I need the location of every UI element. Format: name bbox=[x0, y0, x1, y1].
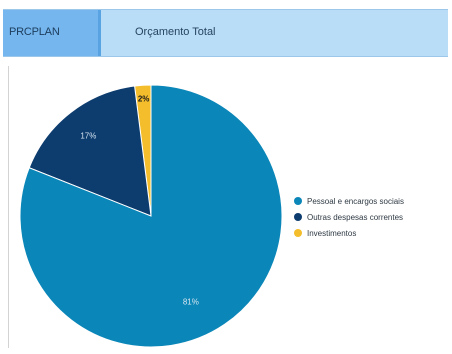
legend-swatch bbox=[294, 213, 302, 221]
tab-prcplan-label: PRCPLAN bbox=[9, 26, 60, 38]
legend-label: Investimentos bbox=[307, 228, 357, 238]
chart-legend: Pessoal e encargos sociais Outras despes… bbox=[294, 193, 404, 241]
data-label-0: 81% bbox=[183, 297, 199, 306]
divider bbox=[8, 66, 9, 348]
pie-slice-0[interactable] bbox=[19, 84, 283, 348]
legend-item[interactable]: Investimentos bbox=[294, 225, 404, 241]
data-label-1: 17% bbox=[80, 131, 96, 140]
pie-slice-1[interactable] bbox=[28, 85, 152, 217]
legend-swatch bbox=[294, 229, 302, 237]
legend-label: Outras despesas correntes bbox=[307, 212, 404, 222]
legend-item[interactable]: Pessoal e encargos sociais bbox=[294, 193, 404, 209]
legend-item[interactable]: Outras despesas correntes bbox=[294, 209, 404, 225]
page-title: Orçamento Total bbox=[135, 26, 216, 38]
tab-prcplan[interactable]: PRCPLAN bbox=[3, 10, 101, 56]
data-label-2: 2% bbox=[138, 94, 150, 103]
app-header: PRCPLAN Orçamento Total bbox=[3, 9, 448, 57]
legend-swatch bbox=[294, 197, 302, 205]
legend-label: Pessoal e encargos sociais bbox=[307, 196, 404, 206]
